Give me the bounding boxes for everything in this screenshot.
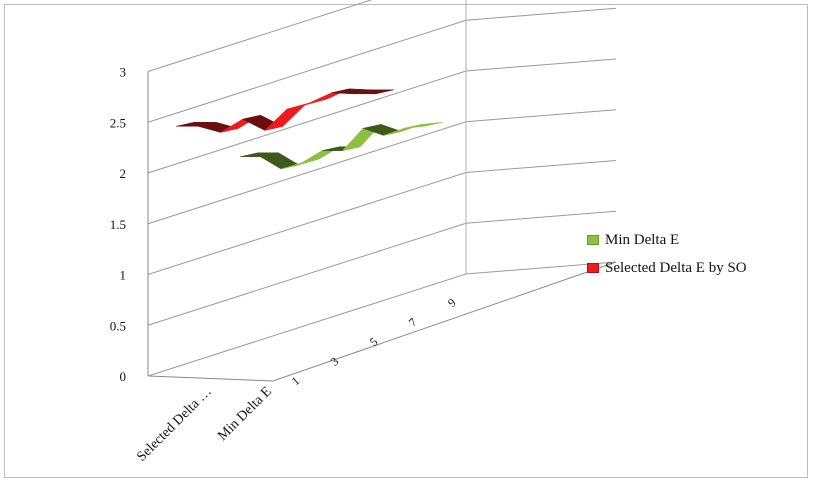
chart-legend: Min Delta E Selected Delta E by SO xyxy=(587,226,747,282)
x-tick-label: 1 xyxy=(289,374,303,389)
x-tick-label: 9 xyxy=(445,295,459,310)
y-tick-label: 1 xyxy=(120,268,127,283)
y-tick-label: 0.5 xyxy=(110,318,126,333)
y-tick-label: 1.5 xyxy=(110,217,126,232)
legend-label-min-delta-e: Min Delta E xyxy=(605,231,680,248)
series-ribbon-selected-delta-e-by-so xyxy=(175,88,394,133)
legend-swatch-min-delta-e xyxy=(587,235,599,245)
x-tick-label: 3 xyxy=(328,354,342,369)
y-tick-label: 0 xyxy=(120,369,127,384)
ribbon-segment xyxy=(403,122,443,129)
legend-item-selected-delta-e: Selected Delta E by SO xyxy=(587,254,747,282)
gridline xyxy=(147,160,617,275)
depth-category-label: Selected Delta … xyxy=(134,384,214,464)
legend-label-selected-delta-e: Selected Delta E by SO xyxy=(605,259,747,276)
series-ribbon-min-delta-e xyxy=(239,122,443,170)
y-tick-label: 3 xyxy=(120,65,127,80)
y-tick-label: 2.5 xyxy=(110,115,126,130)
ribbon-segment xyxy=(263,104,306,131)
legend-item-min-delta-e: Min Delta E xyxy=(587,226,747,254)
x-tick-label: 7 xyxy=(406,315,420,330)
floor-edge xyxy=(147,261,617,382)
gridline xyxy=(147,7,617,123)
gridline xyxy=(147,58,617,174)
legend-swatch-selected-delta-e xyxy=(587,263,599,273)
gridline xyxy=(147,0,373,72)
gridline xyxy=(147,261,617,377)
ribbon-segment xyxy=(353,89,394,95)
y-tick-label: 2 xyxy=(120,166,127,181)
chart-frame xyxy=(4,4,808,478)
depth-category-label: Min Delta E xyxy=(215,384,275,444)
x-tick-label: 5 xyxy=(367,335,381,350)
gridline xyxy=(147,210,617,326)
